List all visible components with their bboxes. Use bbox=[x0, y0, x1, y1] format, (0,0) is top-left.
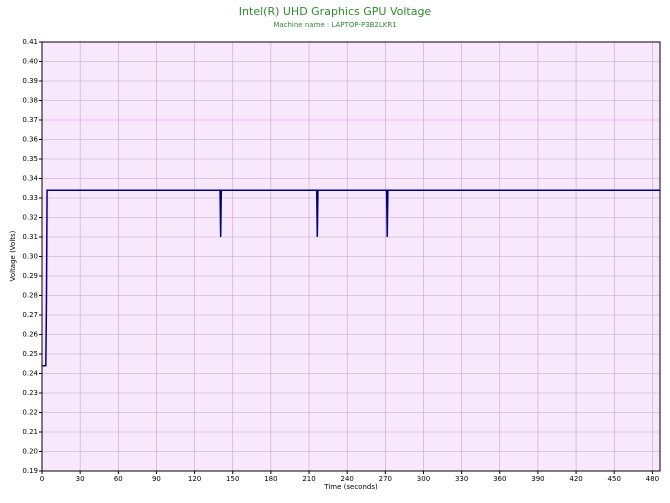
y-tick-label: 0.27 bbox=[22, 311, 38, 319]
y-tick-label: 0.25 bbox=[22, 350, 38, 358]
y-tick-label: 0.30 bbox=[22, 253, 38, 261]
y-tick-label: 0.33 bbox=[22, 194, 38, 202]
x-tick-label: 480 bbox=[646, 475, 659, 483]
x-tick-label: 360 bbox=[493, 475, 506, 483]
x-tick-label: 330 bbox=[455, 475, 468, 483]
y-tick-label: 0.41 bbox=[22, 38, 38, 46]
y-tick-label: 0.35 bbox=[22, 155, 38, 163]
chart-subtitle: Machine name : LAPTOP-P3B2LKR1 bbox=[273, 21, 396, 29]
y-tick-label: 0.21 bbox=[22, 428, 38, 436]
y-tick-label: 0.38 bbox=[22, 97, 38, 105]
plot-border bbox=[41, 41, 661, 472]
y-tick-label: 0.37 bbox=[22, 116, 38, 124]
x-tick-label: 90 bbox=[152, 475, 161, 483]
y-tick-label: 0.36 bbox=[22, 136, 38, 144]
x-tick-label: 450 bbox=[608, 475, 621, 483]
x-tick-label: 210 bbox=[302, 475, 315, 483]
x-tick-label: 60 bbox=[114, 475, 123, 483]
y-tick-label: 0.28 bbox=[22, 292, 38, 300]
y-tick-label: 0.40 bbox=[22, 58, 38, 66]
y-tick-label: 0.24 bbox=[22, 370, 38, 378]
y-tick-label: 0.32 bbox=[22, 214, 38, 222]
x-tick-label: 0 bbox=[40, 475, 44, 483]
y-tick-label: 0.22 bbox=[22, 409, 38, 417]
x-tick-label: 120 bbox=[188, 475, 201, 483]
x-tick-label: 30 bbox=[76, 475, 85, 483]
chart-title: Intel(R) UHD Graphics GPU Voltage bbox=[239, 5, 432, 18]
x-tick-label: 420 bbox=[569, 475, 582, 483]
y-tick-label: 0.20 bbox=[22, 448, 38, 456]
x-tick-label: 180 bbox=[264, 475, 277, 483]
y-tick-label: 0.23 bbox=[22, 389, 38, 397]
x-tick-label: 300 bbox=[417, 475, 430, 483]
x-tick-label: 390 bbox=[531, 475, 544, 483]
x-axis-label: Time (seconds) bbox=[323, 483, 378, 491]
y-tick-label: 0.26 bbox=[22, 331, 38, 339]
y-tick-label: 0.34 bbox=[22, 175, 38, 183]
y-tick-label: 0.19 bbox=[22, 467, 38, 475]
y-tick-label: 0.31 bbox=[22, 233, 38, 241]
y-tick-label: 0.29 bbox=[22, 272, 38, 280]
x-tick-label: 270 bbox=[379, 475, 392, 483]
y-axis-label: Voltage (Volts) bbox=[9, 230, 17, 281]
y-tick-label: 0.39 bbox=[22, 77, 38, 85]
data-line bbox=[42, 189, 660, 367]
x-tick-label: 150 bbox=[226, 475, 239, 483]
x-tick-label: 240 bbox=[340, 475, 353, 483]
